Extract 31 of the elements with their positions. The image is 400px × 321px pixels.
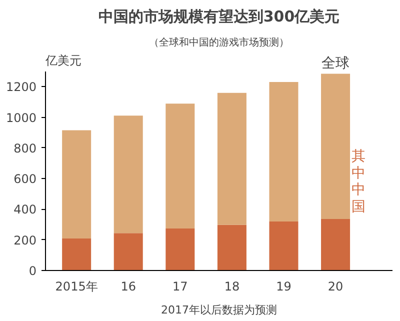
y-tick-label: 200 xyxy=(14,233,36,248)
x-tick-label: 19 xyxy=(276,280,292,294)
y-tick-label: 800 xyxy=(14,141,36,156)
chart-subtitle: （全球和中国的游戏市场预测） xyxy=(149,36,289,48)
bar xyxy=(269,221,298,270)
y-tick-label: 1000 xyxy=(6,110,37,125)
bar xyxy=(269,82,298,222)
y-tick-label: 600 xyxy=(14,172,36,186)
x-tick-label: 18 xyxy=(224,280,240,294)
y-axis-title: 亿美元 xyxy=(44,53,82,68)
x-tick-label: 16 xyxy=(120,280,136,294)
bar xyxy=(114,116,143,234)
bar xyxy=(62,130,92,238)
text: 2017年以后数据为预测 xyxy=(161,304,278,316)
bar xyxy=(321,74,350,220)
bar xyxy=(114,233,143,270)
y-tick-label: 1200 xyxy=(6,80,37,94)
y-tick-label: 0 xyxy=(28,264,37,278)
bar xyxy=(321,219,350,270)
chart-title: 中国的市场规模有望达到300亿美元 xyxy=(98,8,340,26)
y-tick-label: 400 xyxy=(14,202,36,217)
bar xyxy=(217,92,246,225)
bar xyxy=(166,104,195,229)
bar xyxy=(217,224,246,270)
x-tick-label: 17 xyxy=(172,280,188,294)
x-tick-label: 2015年 xyxy=(55,280,98,294)
series-label: 其中中国 xyxy=(352,148,366,216)
x-tick-label: 20 xyxy=(328,280,344,294)
series-label: 全球 xyxy=(322,56,350,72)
bar xyxy=(62,238,92,270)
bar xyxy=(166,228,195,270)
